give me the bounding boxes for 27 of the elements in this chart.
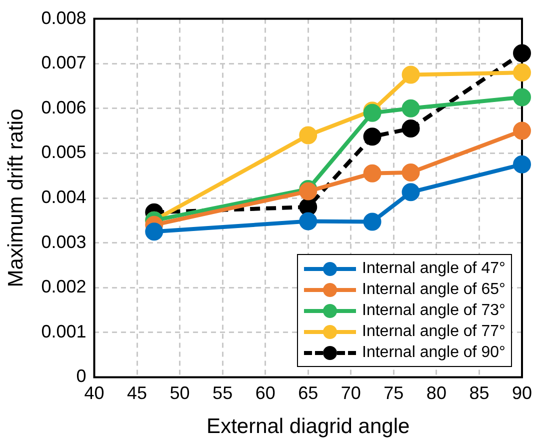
y-axis-title: Maximum drift ratio bbox=[4, 108, 28, 288]
x-tick-label: 80 bbox=[426, 382, 446, 403]
legend-label: Internal angle of 77° bbox=[362, 322, 506, 341]
y-tick-label: 0.008 bbox=[41, 8, 86, 28]
y-tick-label: 0.002 bbox=[41, 276, 86, 297]
y-tick-label: 0.005 bbox=[41, 142, 86, 162]
x-tick-label: 50 bbox=[170, 382, 190, 403]
legend-label: Internal angle of 47° bbox=[362, 260, 506, 278]
y-tick-label: 0.003 bbox=[41, 232, 86, 252]
x-tick-label: 70 bbox=[340, 382, 361, 403]
x-tick-label: 90 bbox=[512, 382, 532, 403]
y-tick-label: 0.007 bbox=[41, 52, 86, 73]
x-tick-label: 85 bbox=[469, 382, 490, 403]
x-tick-label: 75 bbox=[384, 382, 404, 403]
y-tick-label: 0.001 bbox=[41, 321, 86, 342]
legend-label: Internal angle of 65° bbox=[362, 280, 506, 299]
x-tick-label: 65 bbox=[298, 382, 318, 403]
x-tick-label: 40 bbox=[84, 382, 104, 403]
y-tick-label: 0 bbox=[76, 366, 86, 386]
legend-label: Internal angle of 90° bbox=[362, 344, 506, 362]
x-axis-title: External diagrid angle bbox=[206, 415, 410, 438]
x-tick-label: 45 bbox=[127, 382, 148, 403]
x-tick-label: 55 bbox=[212, 382, 233, 403]
y-tick-label: 0.004 bbox=[41, 186, 86, 207]
x-tick-label: 60 bbox=[255, 382, 276, 403]
y-tick-label: 0.006 bbox=[41, 97, 86, 118]
legend-label: Internal angle of 73° bbox=[362, 302, 506, 320]
